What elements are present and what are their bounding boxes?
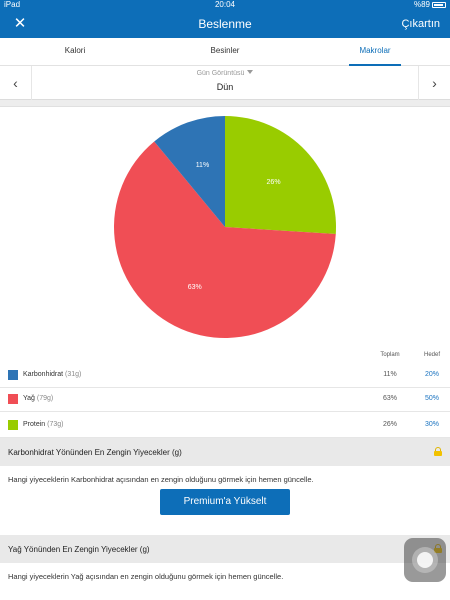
- device-label: iPad: [4, 0, 21, 9]
- macro-pie-chart: 26% 63% 11%: [0, 108, 450, 348]
- battery-indicator: %89: [414, 0, 446, 10]
- protein-grams: (73g): [47, 421, 64, 428]
- macro-name: Karbonhidrat (31g): [23, 371, 81, 378]
- next-day-button[interactable]: ›: [418, 66, 450, 100]
- section-title: Yağ Yönünden En Zengin Yiyecekler (g): [8, 545, 150, 554]
- carbs-label: Karbonhidrat: [23, 371, 64, 378]
- assistive-touch-icon: [417, 552, 433, 568]
- page-title: Beslenme: [198, 17, 252, 31]
- battery-icon: [432, 2, 446, 8]
- carbs-rich-foods-header[interactable]: Karbonhidrat Yönünden En Zengin Yiyecekl…: [0, 438, 450, 466]
- tab-macros[interactable]: Makrolar: [300, 38, 450, 66]
- view-selector-label: Gün Görüntüsü: [196, 70, 245, 77]
- caret-down-icon: [247, 70, 254, 74]
- macro-row-protein[interactable]: Protein (73g) 26% 30%: [0, 412, 450, 438]
- fat-goal: 50%: [424, 395, 439, 402]
- fat-rich-foods-header[interactable]: Yağ Yönünden En Zengin Yiyecekler (g): [0, 535, 450, 563]
- pie-slice-protein: [225, 116, 337, 234]
- fat-label: Yağ: [23, 395, 35, 402]
- tab-calories[interactable]: Kalori: [64, 46, 86, 55]
- battery-percent: %89: [413, 0, 430, 9]
- protein-total: 26%: [382, 421, 397, 428]
- fat-grams: (79g): [36, 395, 54, 402]
- section-title: Karbonhidrat Yönünden En Zengin Yiyecekl…: [8, 448, 182, 457]
- nav-bar: ✕ Beslenme Çıkartın: [0, 10, 450, 38]
- tab-nutrients[interactable]: Besinler: [210, 46, 240, 55]
- date-navigation: ‹ Gün Görüntüsü Dün ›: [0, 66, 450, 100]
- carbs-total: 11%: [383, 371, 397, 378]
- date-label: Dün: [216, 82, 234, 92]
- carbs-swatch: [8, 370, 18, 380]
- pie-slice-karbonhidrat: [154, 116, 225, 227]
- macro-name: Yağ (79g): [23, 395, 53, 402]
- macro-row-fat[interactable]: Yağ (79g) 63% 50%: [0, 386, 450, 412]
- status-bar: iPad 20:04 %89: [0, 0, 450, 10]
- assistive-touch-button[interactable]: [404, 538, 446, 582]
- status-time: 20:04: [214, 0, 236, 9]
- tab-bar: Kalori Besinler Makrolar: [0, 38, 450, 66]
- pie-label-karbonhidrat: 11%: [196, 162, 210, 169]
- previous-day-button[interactable]: ‹: [0, 66, 32, 100]
- protein-label: Protein: [23, 421, 46, 428]
- header-goal: Hedef: [423, 352, 440, 358]
- protein-swatch: [8, 420, 18, 430]
- protein-goal: 30%: [424, 421, 439, 428]
- macro-row-carbs[interactable]: Karbonhidrat (31g) 11% 20%: [0, 362, 450, 388]
- pie-label-yağ: 63%: [188, 284, 202, 291]
- pie-chart-svg: 26% 63% 11%: [114, 116, 337, 339]
- section-description: Hangi yiyeceklerin Yağ açısından en zeng…: [8, 572, 284, 581]
- header-total: Toplam: [380, 352, 400, 358]
- section-description: Hangi yiyeceklerin Karbonhidrat açısında…: [8, 475, 314, 484]
- fat-rich-foods-body: Hangi yiyeceklerin Yağ açısından en zeng…: [0, 563, 450, 600]
- carbs-goal: 20%: [424, 371, 439, 378]
- pie-label-protein: 26%: [267, 179, 281, 186]
- section-divider: [0, 100, 450, 107]
- exit-button[interactable]: Çıkartın: [401, 18, 440, 30]
- pie-slice-yağ: [114, 141, 336, 339]
- carbs-grams: (31g): [65, 371, 82, 378]
- view-selector[interactable]: Gün Görüntüsü: [0, 70, 450, 77]
- upgrade-premium-button[interactable]: Premium'a Yükselt: [160, 489, 290, 515]
- macro-name: Protein (73g): [23, 421, 63, 428]
- fat-total: 63%: [382, 395, 397, 402]
- macro-table-header: Toplam Hedef: [0, 350, 450, 362]
- close-icon[interactable]: ✕: [13, 15, 27, 32]
- lock-icon: [434, 447, 442, 456]
- fat-swatch: [8, 394, 18, 404]
